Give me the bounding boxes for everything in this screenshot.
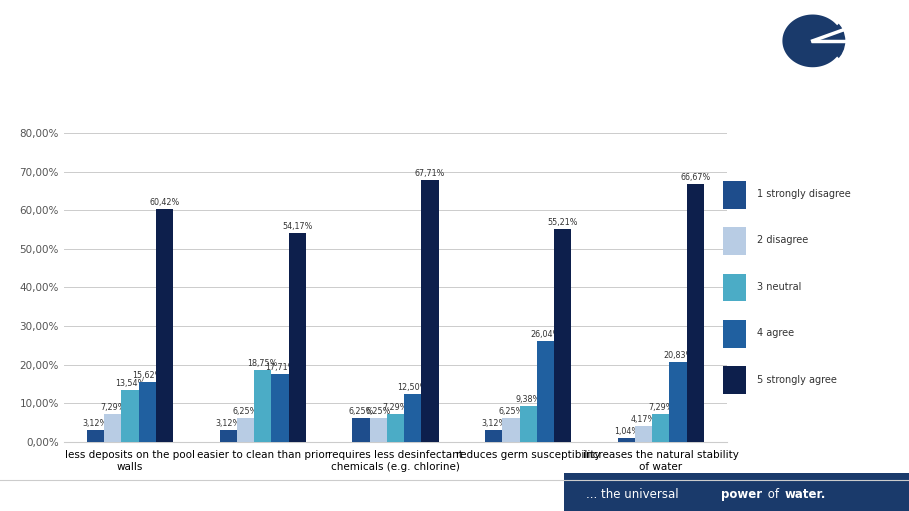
Bar: [138, 382, 155, 442]
Bar: [353, 418, 370, 442]
Text: 5 strongly agree: 5 strongly agree: [757, 375, 837, 385]
Text: 6,25%: 6,25%: [365, 407, 391, 416]
Bar: [255, 369, 271, 442]
Bar: [370, 418, 387, 442]
Bar: [723, 227, 746, 255]
Text: 55,21%: 55,21%: [547, 218, 578, 227]
Text: 7,29%: 7,29%: [383, 403, 408, 412]
Text: 17,71%: 17,71%: [265, 363, 295, 371]
Bar: [635, 426, 653, 442]
Text: 6,25%: 6,25%: [498, 407, 524, 416]
Text: power: power: [721, 489, 762, 501]
Bar: [723, 273, 746, 301]
Text: 7,29%: 7,29%: [648, 403, 674, 412]
Text: 3,12%: 3,12%: [83, 419, 108, 428]
Text: 12,50%: 12,50%: [397, 383, 428, 392]
Bar: [686, 184, 704, 442]
Text: 6,25%: 6,25%: [233, 407, 258, 416]
Text: 13,54%: 13,54%: [115, 379, 145, 388]
Bar: [536, 341, 554, 442]
Text: 1,04%: 1,04%: [614, 427, 639, 436]
Bar: [503, 418, 520, 442]
Bar: [723, 366, 746, 394]
Bar: [122, 390, 138, 442]
Text: ... the universal: ... the universal: [586, 489, 683, 501]
Text: 3,12%: 3,12%: [481, 419, 506, 428]
Bar: [288, 233, 305, 442]
Bar: [220, 430, 237, 442]
Bar: [237, 418, 255, 442]
Text: swimming pools & biotopes: swimming pools & biotopes: [23, 55, 205, 68]
Text: How do GRANDER® users assess the effect of GRANDER® water revitalization in term: How do GRANDER® users assess the effect …: [23, 24, 536, 33]
Text: 4,17%: 4,17%: [631, 415, 656, 424]
Bar: [105, 414, 122, 442]
Bar: [554, 228, 571, 442]
Text: 4 agree: 4 agree: [757, 328, 794, 338]
Circle shape: [769, 3, 856, 79]
Text: 3 neutral: 3 neutral: [757, 282, 802, 292]
Text: 3,12%: 3,12%: [215, 419, 241, 428]
Bar: [87, 430, 105, 442]
Text: 6,25%: 6,25%: [348, 407, 374, 416]
Text: 9,38%: 9,38%: [515, 395, 541, 404]
Text: W A T E R: W A T E R: [808, 103, 846, 112]
Text: 67,71%: 67,71%: [415, 170, 445, 178]
Text: 7,29%: 7,29%: [100, 403, 125, 412]
Bar: [618, 438, 635, 442]
Bar: [155, 208, 173, 442]
Text: water.: water.: [784, 489, 826, 501]
Text: 2 disagree: 2 disagree: [757, 236, 808, 245]
Text: 1 strongly disagree: 1 strongly disagree: [757, 189, 851, 199]
Text: 26,04%: 26,04%: [530, 331, 561, 339]
Bar: [421, 180, 438, 442]
Text: 54,17%: 54,17%: [282, 222, 313, 231]
Bar: [669, 361, 686, 442]
Bar: [653, 414, 669, 442]
Text: 15,62%: 15,62%: [132, 370, 163, 380]
Bar: [520, 406, 536, 442]
Text: 18,75%: 18,75%: [247, 359, 278, 367]
Text: of: of: [764, 489, 783, 501]
Bar: [723, 320, 746, 347]
Bar: [404, 393, 421, 442]
Text: GRANDER: GRANDER: [791, 83, 864, 96]
Bar: [485, 430, 503, 442]
Text: Data in %: Data in %: [23, 83, 78, 93]
Text: 66,67%: 66,67%: [680, 173, 711, 182]
Bar: [723, 181, 746, 208]
Bar: [387, 414, 404, 442]
Text: 60,42%: 60,42%: [149, 198, 180, 206]
Bar: [271, 374, 288, 442]
Text: n = 96 (96 out of 811 people use GRANDER® water revitalization in the swimming p: n = 96 (96 out of 811 people use GRANDER…: [23, 108, 576, 118]
Text: 20,83%: 20,83%: [663, 351, 694, 360]
Circle shape: [781, 13, 844, 69]
